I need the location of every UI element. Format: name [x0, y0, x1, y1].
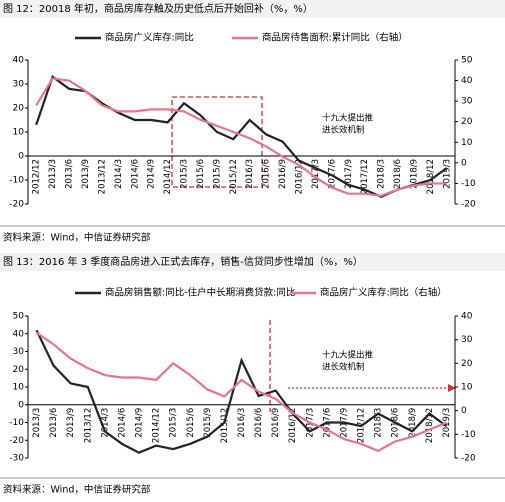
y-tick-label: 0 [18, 400, 24, 410]
x-tick-label: 2018/9 [408, 408, 418, 438]
y2-tick-label: -20 [461, 200, 476, 210]
y2-tick-label: 0 [461, 158, 467, 168]
series-line [35, 77, 447, 197]
annotation: 十九大提出推 [322, 113, 374, 124]
x-tick-label: 2014/6 [130, 159, 140, 189]
x-tick-label: 2013/9 [66, 408, 76, 438]
x-tick-label: 2016/3 [245, 159, 255, 189]
x-tick-label: 2019/3 [442, 408, 452, 438]
y2-tick-label: 20 [461, 359, 473, 369]
x-tick-label: 2014/12 [163, 159, 173, 194]
arrow-head [448, 384, 456, 392]
series-line [35, 329, 448, 454]
legend-label: 商品房广义库存:同比 [105, 32, 194, 44]
x-tick-label: 2015/12 [229, 159, 239, 194]
y-tick-label: -20 [9, 436, 24, 446]
x-tick-label: 2015/12 [220, 408, 230, 443]
x-tick-label: 2012/12 [32, 159, 42, 194]
source: 资料来源：Wind，中信证券研究部 [3, 232, 150, 244]
y-tick-label: 0 [18, 152, 24, 162]
y2-tick-label: 10 [461, 138, 473, 148]
x-tick-label: 2013/3 [32, 408, 42, 438]
annotation: 进长效机制 [322, 125, 365, 136]
y-tick-label: 20 [13, 104, 25, 114]
x-tick-label: 2019/3 [442, 159, 452, 189]
x-tick-label: 2016/6 [254, 408, 264, 438]
x-tick-label: 2013/6 [65, 159, 75, 189]
y-tick-label: -10 [9, 418, 24, 428]
x-tick-label: 2014/9 [147, 159, 157, 189]
y-tick-label: -10 [9, 176, 24, 186]
x-tick-label: 2016/9 [278, 159, 288, 189]
x-tick-label: 2016/12 [294, 159, 304, 194]
x-tick-label: 2016/9 [271, 408, 281, 438]
legend-label: 商品房销售额:同比-住户中长期消费贷款:同比 [105, 287, 295, 299]
y-tick-label: 10 [13, 128, 25, 138]
x-tick-label: 2015/3 [169, 408, 179, 438]
y-tick-label: 40 [13, 329, 25, 339]
x-tick-label: 2018/12 [426, 159, 436, 194]
caption-bar [0, 0, 505, 18]
chart-title: 图 12：20018 年初，商品房库存触及历史低点后开始回补（%，%） [3, 2, 313, 15]
y-tick-label: 40 [13, 56, 25, 66]
x-tick-label: 2015/6 [196, 159, 206, 189]
legend-label: 商品房待售面积:累计同比（右轴） [262, 32, 408, 44]
x-tick-label: 2016/6 [262, 159, 272, 189]
x-tick-label: 2017/9 [344, 159, 354, 189]
x-tick-label: 2014/12 [152, 408, 162, 443]
y-tick-label: 30 [13, 347, 25, 357]
x-tick-label: 2015/9 [203, 408, 213, 438]
y-tick-label: -30 [9, 454, 24, 464]
y-tick-label: -20 [9, 200, 24, 210]
x-tick-label: 2015/3 [180, 159, 190, 189]
y2-tick-label: 0 [461, 406, 467, 416]
y-tick-label: 20 [13, 365, 25, 375]
legend-label: 商品房广义库存:同比（右轴） [320, 287, 447, 299]
x-tick-label: 2014/9 [135, 408, 145, 438]
y2-tick-label: 10 [461, 383, 473, 393]
x-tick-label: 2018/9 [409, 159, 419, 189]
y-tick-label: 30 [13, 80, 25, 90]
x-tick-label: 2014/3 [100, 408, 110, 438]
y2-tick-label: 40 [461, 312, 473, 322]
x-tick-label: 2015/6 [186, 408, 196, 438]
y-tick-label: 50 [13, 312, 25, 322]
y2-tick-label: 30 [461, 335, 473, 345]
x-tick-label: 2018/6 [393, 159, 403, 189]
x-tick-label: 2016/3 [237, 408, 247, 438]
y2-tick-label: 20 [461, 117, 473, 127]
x-tick-label: 2017/12 [360, 159, 370, 194]
chart-title: 图 13：2016 年 3 季度商品房进入正式去库存，销售-信贷同步性增加（%，… [3, 255, 363, 268]
annotation: 十九大提出推 [322, 350, 374, 361]
y2-tick-label: -20 [461, 454, 476, 464]
x-tick-label: 2015/9 [212, 159, 222, 189]
x-tick-label: 2018/12 [425, 408, 435, 443]
y2-tick-label: 30 [461, 97, 473, 107]
x-tick-label: 2017/3 [311, 159, 321, 189]
annotation: 进长效机制 [322, 362, 365, 373]
x-tick-label: 2013/12 [83, 408, 93, 443]
series-line [35, 331, 447, 453]
x-tick-label: 2013/3 [48, 159, 58, 189]
y-tick-label: 10 [13, 383, 25, 393]
y2-tick-label: -10 [461, 430, 476, 440]
x-tick-label: 2013/12 [97, 159, 107, 194]
y2-tick-label: -10 [461, 179, 476, 189]
x-tick-label: 2016/12 [288, 408, 298, 443]
y2-tick-label: 40 [461, 76, 473, 86]
caption-bar [0, 253, 505, 271]
x-tick-label: 2014/6 [117, 408, 127, 438]
x-tick-label: 2017/6 [327, 159, 337, 189]
x-tick-label: 2013/9 [81, 159, 91, 189]
x-tick-label: 2014/3 [114, 159, 124, 189]
x-tick-label: 2018/3 [377, 159, 387, 189]
highlight-box [171, 96, 263, 188]
x-tick-label: 2018/3 [374, 408, 384, 438]
x-tick-label: 2013/6 [49, 408, 59, 438]
source: 资料来源：Wind，中信证券研究部 [3, 484, 150, 496]
y2-tick-label: 50 [461, 56, 473, 66]
